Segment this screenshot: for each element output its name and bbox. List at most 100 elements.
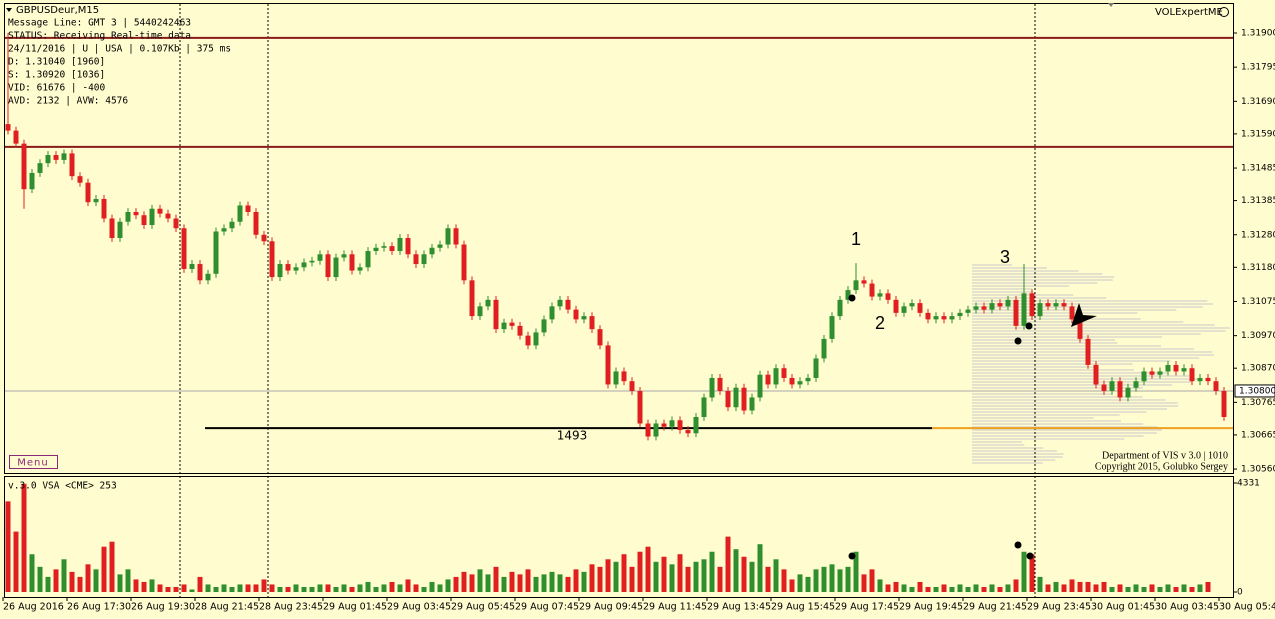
volume-bar — [597, 566, 603, 592]
candle-body — [1181, 368, 1187, 372]
volume-bar — [557, 574, 563, 592]
candle-body — [829, 316, 835, 339]
y-tick-label: 1.30765 — [1241, 398, 1275, 408]
candle-body — [229, 221, 235, 229]
candle-body — [205, 273, 211, 281]
candle-body — [597, 329, 603, 346]
x-tick-label: 28 Aug 21:45 — [195, 602, 259, 613]
volume-bar — [269, 584, 275, 592]
candle-body — [5, 124, 11, 131]
volume-bar — [157, 584, 163, 592]
candle-body — [549, 306, 555, 320]
volume-bar — [733, 549, 739, 592]
candle-body — [1005, 299, 1011, 307]
candle-body — [901, 306, 907, 313]
candle-body — [1149, 371, 1155, 375]
volume-bar — [349, 586, 355, 592]
candle-body — [917, 303, 923, 313]
volume-bar — [1053, 581, 1059, 592]
candle-body — [741, 387, 747, 411]
candle-body — [1069, 306, 1075, 320]
x-tick-label: 26 Aug 17:30 — [67, 602, 131, 613]
candle-body — [453, 228, 459, 245]
candle-body — [1109, 381, 1115, 391]
candle-body — [693, 417, 699, 434]
signal-dot — [848, 552, 856, 560]
candle-body — [909, 303, 915, 307]
volume-bar — [573, 569, 579, 592]
menu-label[interactable]: Menu — [17, 458, 48, 469]
volume-bar — [333, 586, 339, 592]
candle-body — [709, 377, 715, 398]
candle-body — [277, 264, 283, 278]
volume-bar — [69, 571, 75, 592]
volume-bar — [413, 584, 419, 592]
candle-body — [957, 312, 963, 317]
volume-bar — [749, 561, 755, 592]
volume-bar — [173, 586, 179, 592]
volume-bar — [1189, 586, 1195, 592]
volume-bar — [509, 571, 515, 592]
candle-body — [157, 208, 163, 214]
volume-bar — [61, 559, 67, 592]
y-tick-label: 1.31180 — [1241, 263, 1275, 273]
volume-bar — [189, 589, 195, 592]
candle-body — [405, 238, 411, 255]
volume-bar — [581, 571, 587, 592]
candle-body — [389, 246, 395, 252]
info-line: 24/11/2016 | U | USA | 0.107Kb | 375 ms — [8, 44, 231, 55]
candle-body — [621, 371, 627, 382]
candle-body — [261, 234, 267, 242]
candle-body — [333, 257, 339, 278]
volume-bar — [829, 564, 835, 592]
candle-body — [525, 335, 531, 346]
volume-bar — [1037, 576, 1043, 592]
y-tick-label: 1.31385 — [1241, 196, 1275, 206]
volume-bar — [357, 584, 363, 592]
y-tick-label: 1.31075 — [1241, 297, 1275, 307]
candle-body — [565, 299, 571, 310]
volume-bar — [101, 546, 107, 592]
menu-button[interactable] — [9, 455, 58, 469]
candle-body — [285, 264, 291, 271]
candle-body — [197, 264, 203, 281]
volume-bar — [1181, 584, 1187, 592]
candle-body — [509, 322, 515, 326]
volume-bar — [653, 561, 659, 592]
candle-body — [269, 241, 275, 278]
candle-body — [1197, 377, 1203, 382]
volume-bar — [877, 579, 883, 592]
volume-bar — [109, 541, 115, 592]
candle-body — [373, 247, 379, 252]
candle-body — [485, 299, 491, 307]
volume-bar — [461, 571, 467, 592]
current-price-box — [1234, 384, 1275, 398]
volume-bar — [397, 584, 403, 592]
x-tick-label: 29 Aug 13:45 — [707, 602, 771, 613]
volume-bar — [741, 556, 747, 592]
volume-bar — [493, 566, 499, 592]
x-tick-label: 26 Aug 19:30 — [131, 602, 195, 613]
volume-bar — [141, 581, 147, 592]
volume-bar — [1077, 581, 1083, 592]
candle-body — [973, 306, 979, 310]
y-tick-label: 0 — [1237, 588, 1243, 598]
volume-bar — [589, 564, 595, 592]
candle-body — [301, 262, 307, 268]
candle-body — [1117, 381, 1123, 398]
volume-bar — [989, 584, 995, 592]
volume-bar — [469, 574, 475, 592]
volume-bar — [565, 576, 571, 592]
candle-body — [357, 267, 363, 271]
volume-bar — [901, 584, 907, 592]
candle-body — [661, 423, 667, 427]
candle-body — [749, 397, 755, 411]
volume-bar — [797, 574, 803, 592]
volume-bar — [405, 579, 411, 592]
volume-bar — [1029, 554, 1035, 592]
volume-bar — [765, 566, 771, 592]
volume-bar — [909, 586, 915, 592]
candle-body — [885, 293, 891, 300]
candle-body — [149, 208, 155, 225]
volume-level-label: 1493 — [557, 429, 588, 443]
